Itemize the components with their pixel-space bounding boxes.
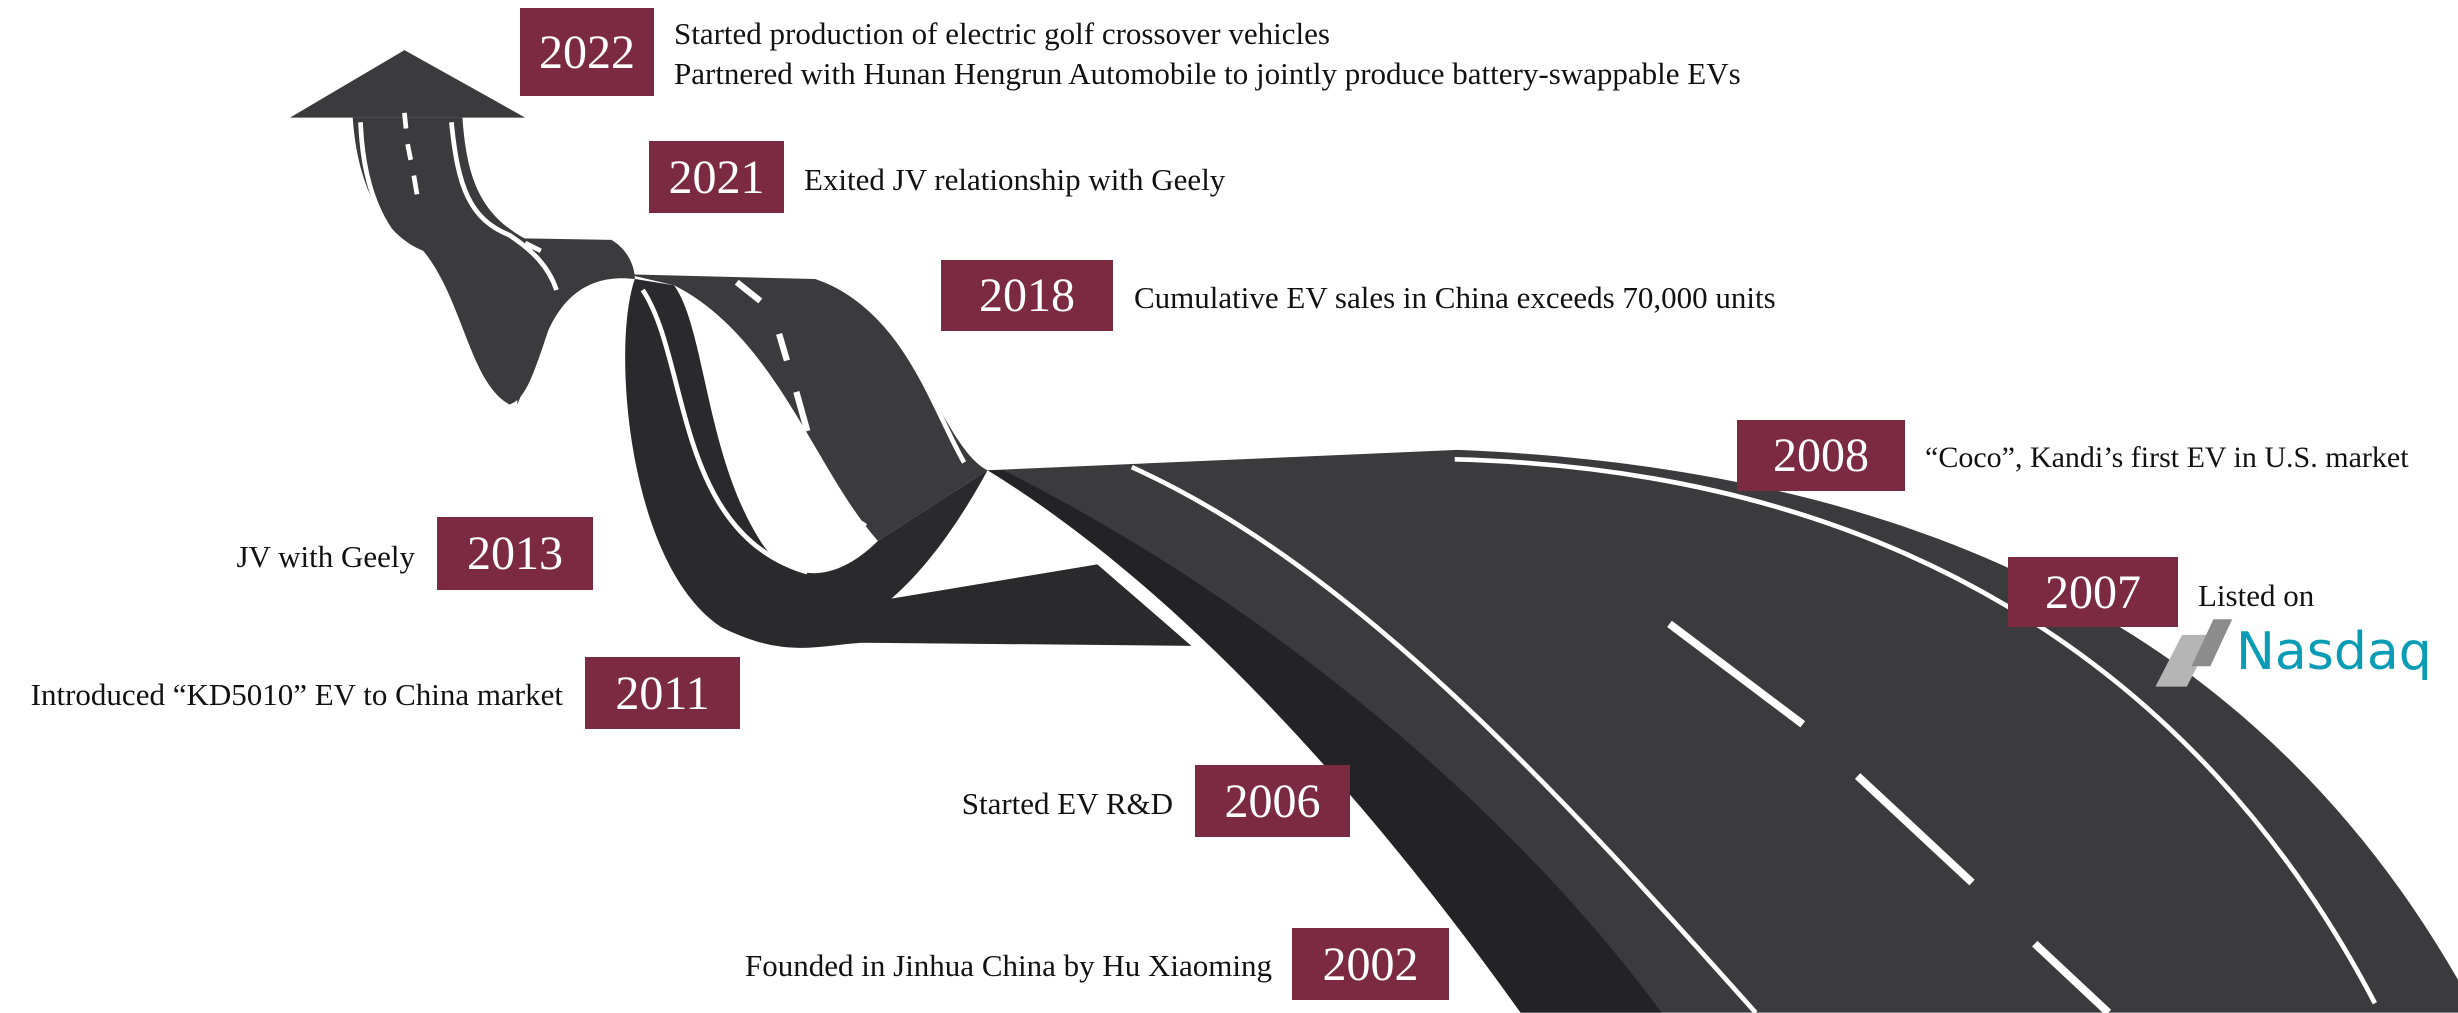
milestone-text: JV with Geely bbox=[236, 537, 415, 577]
year-box: 2013 bbox=[437, 517, 593, 590]
year-box: 2021 bbox=[649, 141, 784, 213]
year-box: 2022 bbox=[520, 8, 654, 96]
milestone-text: Introduced “KD5010” EV to China market bbox=[31, 675, 563, 715]
milestone-text: Started EV R&D bbox=[962, 784, 1173, 824]
road-illustration bbox=[0, 0, 2458, 1013]
line: Started production of electric golf cros… bbox=[674, 14, 1741, 54]
year-box: 2007 bbox=[2008, 557, 2178, 627]
year-box: 2008 bbox=[1737, 420, 1905, 491]
milestone-text: Founded in Jinhua China by Hu Xiaoming bbox=[745, 946, 1272, 986]
milestone-text: Exited JV relationship with Geely bbox=[804, 160, 1225, 200]
milestone-text: Listed on bbox=[2198, 576, 2314, 616]
timeline: 2022 Started production of electric golf… bbox=[0, 0, 2458, 1013]
year-box: 2002 bbox=[1292, 928, 1449, 1000]
line: Partnered with Hunan Hengrun Automobile … bbox=[674, 54, 1741, 94]
year-box: 2006 bbox=[1195, 765, 1350, 837]
milestone-text: Cumulative EV sales in China exceeds 70,… bbox=[1134, 278, 1776, 318]
year-box: 2011 bbox=[585, 657, 740, 729]
milestone-text: “Coco”, Kandi’s first EV in U.S. market bbox=[1925, 438, 2409, 478]
milestone-text: Started production of electric golf cros… bbox=[674, 14, 1741, 94]
year-box: 2018 bbox=[941, 260, 1113, 331]
nasdaq-logo: Nasdaq bbox=[2236, 622, 2432, 682]
